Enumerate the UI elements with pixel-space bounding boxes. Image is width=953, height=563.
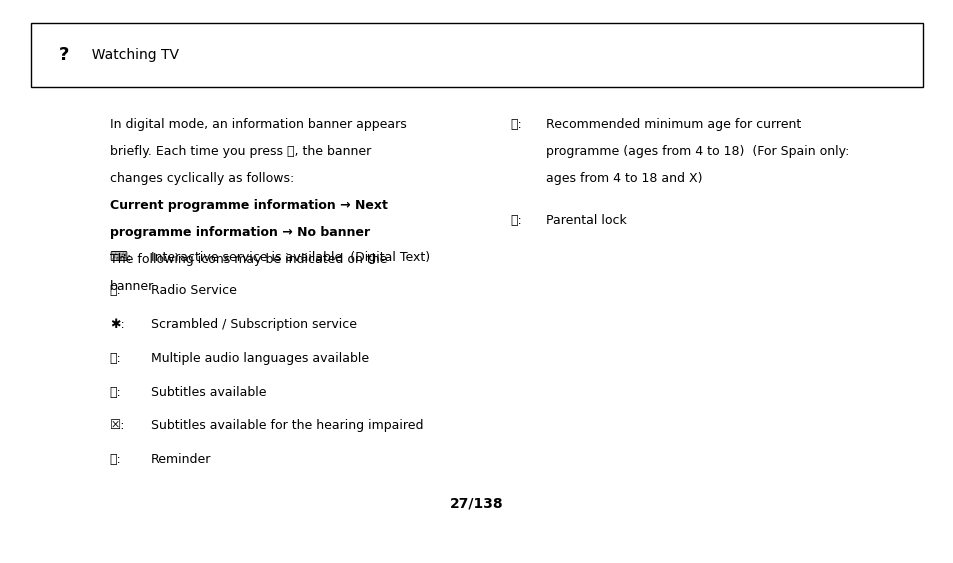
Text: The following icons may be indicated on the: The following icons may be indicated on … — [110, 253, 387, 266]
Text: ⧄:: ⧄: — [110, 386, 121, 399]
Text: Subtitles available: Subtitles available — [151, 386, 266, 399]
Text: Reminder: Reminder — [151, 453, 211, 466]
Text: Subtitles available for the hearing impaired: Subtitles available for the hearing impa… — [151, 419, 423, 432]
Text: Watching TV: Watching TV — [83, 48, 179, 61]
Text: Current programme information → Next: Current programme information → Next — [110, 199, 387, 212]
Text: ?: ? — [59, 46, 69, 64]
Text: In digital mode, an information banner appears: In digital mode, an information banner a… — [110, 118, 406, 131]
Text: Multiple audio languages available: Multiple audio languages available — [151, 352, 369, 365]
Text: 🔈:: 🔈: — [110, 352, 121, 365]
Text: briefly. Each time you press ⓞ, the banner: briefly. Each time you press ⓞ, the bann… — [110, 145, 371, 158]
Text: Recommended minimum age for current: Recommended minimum age for current — [545, 118, 801, 131]
Text: ✱:: ✱: — [110, 318, 124, 331]
Text: ⌨:: ⌨: — [110, 251, 132, 263]
Text: Radio Service: Radio Service — [151, 284, 236, 297]
Text: ⏰:: ⏰: — [110, 453, 121, 466]
Text: changes cyclically as follows:: changes cyclically as follows: — [110, 172, 294, 185]
Text: ☒:: ☒: — [110, 419, 125, 432]
Text: ⓞ:: ⓞ: — [510, 118, 521, 131]
Text: 📻:: 📻: — [110, 284, 121, 297]
Text: banner.: banner. — [110, 280, 156, 293]
Text: Scrambled / Subscription service: Scrambled / Subscription service — [151, 318, 356, 331]
Text: 🔒:: 🔒: — [510, 214, 521, 227]
Text: ages from 4 to 18 and X): ages from 4 to 18 and X) — [545, 172, 701, 185]
Text: Interactive service is available  (Digital Text): Interactive service is available (Digita… — [151, 251, 430, 263]
Text: programme (ages from 4 to 18)  (For Spain only:: programme (ages from 4 to 18) (For Spain… — [545, 145, 848, 158]
Text: Parental lock: Parental lock — [545, 214, 626, 227]
Bar — [31, 23, 922, 87]
Text: 27/138: 27/138 — [450, 497, 503, 511]
Text: programme information → No banner: programme information → No banner — [110, 226, 370, 239]
